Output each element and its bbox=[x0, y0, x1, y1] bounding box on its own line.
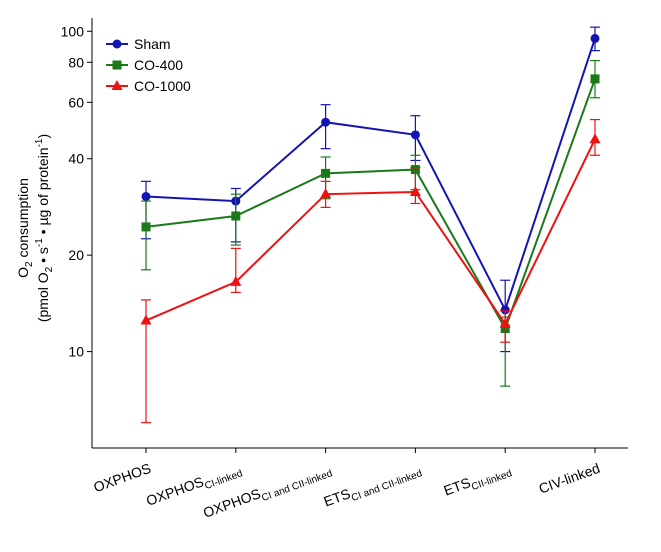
data-point-square bbox=[112, 60, 122, 70]
data-point-square bbox=[590, 74, 600, 84]
y-tick-label: 20 bbox=[68, 247, 84, 263]
y-label-part: O bbox=[35, 272, 51, 283]
data-point-triangle bbox=[499, 317, 511, 328]
x-tick-label: CIV-linked bbox=[537, 460, 602, 497]
y-tick-label: 10 bbox=[68, 344, 84, 360]
y-label-part: protein bbox=[35, 147, 51, 190]
data-point-circle bbox=[500, 305, 510, 315]
y-label-part: 2 bbox=[24, 261, 35, 267]
x-label-main: OXPHOS bbox=[144, 473, 206, 509]
data-point-circle bbox=[112, 39, 122, 49]
y-label-part: s bbox=[35, 247, 51, 254]
legend: Sham CO-400 CO-1000 bbox=[106, 36, 191, 94]
data-point-square bbox=[141, 222, 151, 232]
x-label-sub: CII-linked bbox=[470, 468, 513, 493]
x-label-main: OXPHOS bbox=[91, 460, 153, 496]
data-point-circle bbox=[141, 191, 151, 201]
y-label-part: -1 bbox=[34, 238, 45, 247]
data-point-triangle bbox=[409, 185, 421, 196]
legend-label: Sham bbox=[134, 36, 171, 52]
series-line bbox=[145, 38, 596, 313]
x-label-sub: CI and CII-linked bbox=[350, 468, 424, 504]
data-point-circle bbox=[410, 130, 420, 140]
y-label-part: 2 bbox=[44, 266, 55, 272]
legend-item: CO-400 bbox=[106, 57, 183, 73]
y-label-line2: (pmol O2 • s-1 • µg of protein-1) bbox=[34, 134, 55, 322]
x-tick-label: OXPHOSCI and CII-linked bbox=[201, 460, 334, 525]
x-tick-label: ETSCII-linked bbox=[441, 460, 513, 503]
series-co-400 bbox=[141, 59, 600, 387]
y-label-line1: O2 consumption bbox=[15, 178, 35, 278]
x-tick-label: OXPHOS bbox=[91, 460, 153, 496]
y-tick-label: 80 bbox=[68, 54, 84, 70]
y-label-part: ) bbox=[35, 134, 51, 139]
x-label-main: ETS bbox=[321, 485, 352, 509]
data-point-triangle bbox=[140, 314, 152, 325]
x-label-main: ETS bbox=[441, 474, 472, 498]
data-point-square bbox=[321, 168, 331, 178]
y-tick-label: 40 bbox=[68, 151, 84, 167]
data-point-triangle bbox=[230, 275, 242, 286]
y-label-part: • µg of bbox=[35, 190, 51, 238]
y-axis-label: O2 consumption(pmol O2 • s-1 • µg of pro… bbox=[15, 134, 55, 322]
legend-item: CO-1000 bbox=[106, 78, 191, 94]
series-co-1000 bbox=[140, 118, 601, 424]
series-line bbox=[145, 78, 596, 331]
y-tick-label: 100 bbox=[61, 23, 85, 39]
legend-label: CO-400 bbox=[134, 57, 183, 73]
y-label-part: -1 bbox=[34, 138, 45, 147]
x-label-sub: CI-linked bbox=[203, 468, 244, 492]
y-label-part: consumption bbox=[15, 178, 31, 261]
data-point-triangle bbox=[111, 80, 123, 90]
y-label-part: O bbox=[15, 267, 31, 278]
y-label-part: (pmol bbox=[35, 283, 51, 322]
series-line bbox=[145, 138, 596, 326]
data-point-square bbox=[231, 211, 241, 221]
data-point-circle bbox=[321, 117, 331, 127]
series-layer bbox=[140, 26, 601, 424]
data-point-triangle bbox=[589, 133, 601, 144]
legend-item: Sham bbox=[106, 36, 171, 52]
x-tick-label: ETSCI and CII-linked bbox=[321, 460, 423, 514]
y-axis-ticks: 10 20 40 60 80 100 bbox=[61, 23, 92, 360]
axes bbox=[91, 18, 628, 453]
series-sham bbox=[141, 26, 600, 353]
y-label-part: • bbox=[35, 254, 51, 267]
data-point-circle bbox=[590, 33, 600, 43]
data-point-triangle bbox=[320, 188, 332, 199]
y-tick-label: 60 bbox=[68, 94, 84, 110]
x-label-main: CIV-linked bbox=[537, 460, 602, 497]
legend-label: CO-1000 bbox=[134, 78, 191, 94]
